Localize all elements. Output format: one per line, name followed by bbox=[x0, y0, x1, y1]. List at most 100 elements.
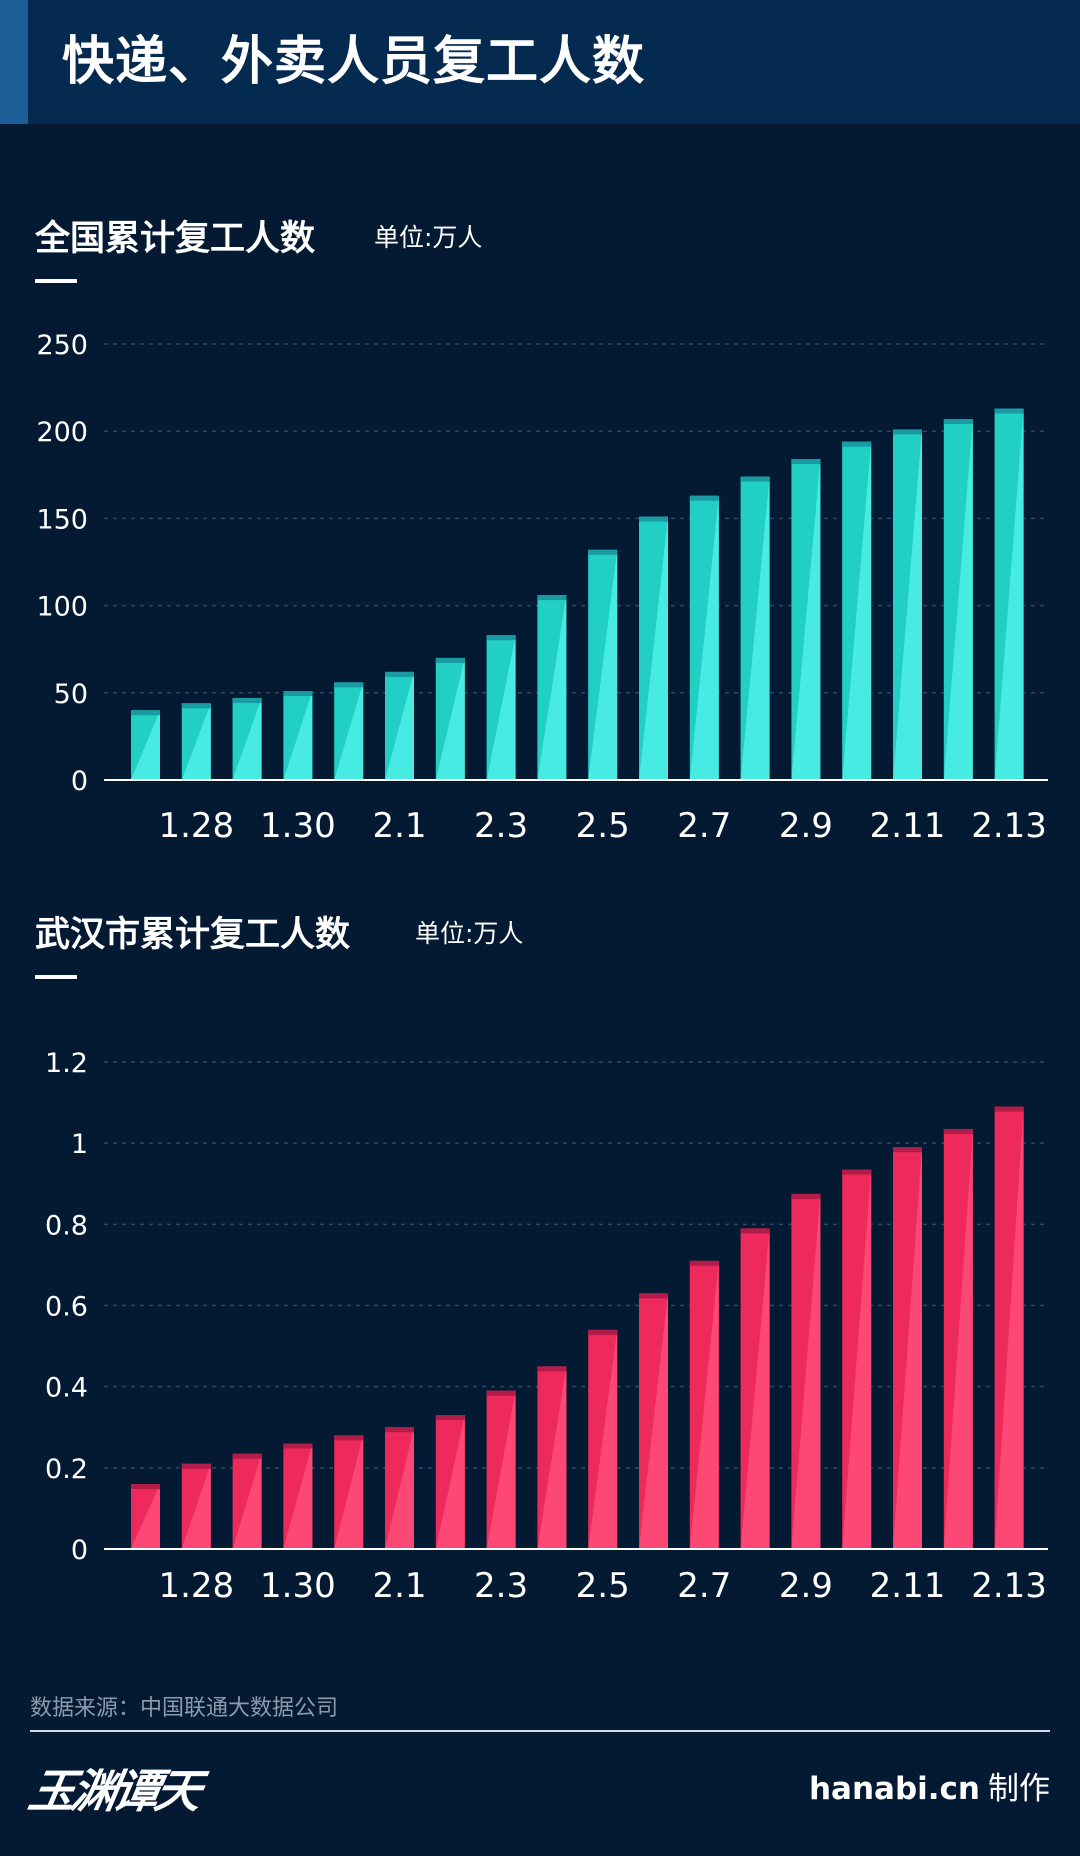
national-bar bbox=[842, 441, 872, 780]
wuhan-bar bbox=[486, 1390, 516, 1549]
national-chart-title-rule bbox=[35, 279, 77, 283]
wuhan-x-tick-label: 1.30 bbox=[260, 1566, 336, 1606]
wuhan-bar-cap bbox=[385, 1427, 414, 1433]
national-x-tick-label: 2.1 bbox=[372, 806, 426, 846]
yuyuantantian-logo: 玉渊谭天 bbox=[24, 1764, 203, 1818]
wuhan-bar-cap bbox=[283, 1443, 313, 1449]
wuhan-bar-cap bbox=[588, 1329, 618, 1335]
national-bar bbox=[791, 459, 821, 780]
wuhan-bar-cap bbox=[943, 1128, 973, 1134]
wuhan-x-tick-label: 2.7 bbox=[677, 1566, 731, 1606]
header-bar: 快递、外卖人员复工人数 bbox=[0, 0, 1080, 124]
wuhan-chart-title: 武汉市累计复工人数 bbox=[35, 915, 351, 955]
national-x-tick-label: 1.30 bbox=[260, 806, 336, 846]
wuhan-bar-highlight bbox=[537, 1366, 567, 1549]
national-bar-cap bbox=[131, 710, 160, 716]
wuhan-x-tick-label: 1.28 bbox=[158, 1566, 234, 1606]
national-bar-cap bbox=[893, 429, 922, 435]
national-bar-cap bbox=[334, 682, 364, 688]
national-chart-title: 全国累计复工人数 bbox=[35, 219, 316, 259]
wuhan-chart-unit: 单位:万人 bbox=[415, 919, 524, 948]
national-x-tick-label: 1.28 bbox=[158, 806, 234, 846]
wuhan-bar bbox=[639, 1293, 668, 1549]
national-bar bbox=[486, 635, 516, 780]
national-bar-cap bbox=[994, 408, 1024, 414]
wuhan-bar-cap bbox=[994, 1106, 1024, 1112]
national-y-tick-label: 250 bbox=[36, 330, 88, 361]
national-y-tick-label: 50 bbox=[54, 679, 88, 710]
national-bar bbox=[689, 495, 719, 780]
wuhan-bar bbox=[435, 1415, 465, 1549]
national-bar-cap bbox=[842, 441, 872, 447]
wuhan-chart-title-rule bbox=[35, 975, 77, 979]
wuhan-bar-highlight bbox=[486, 1390, 516, 1549]
wuhan-bar bbox=[181, 1463, 211, 1549]
national-bar-cap bbox=[537, 595, 567, 601]
wuhan-x-tick-label: 2.11 bbox=[870, 1566, 946, 1606]
national-bar bbox=[943, 418, 973, 780]
wuhan-bar-highlight bbox=[435, 1415, 465, 1549]
wuhan-bar bbox=[740, 1228, 770, 1549]
national-bar-cap bbox=[639, 516, 668, 522]
credit-site: hanabi.cn bbox=[808, 1771, 980, 1807]
credit-suffix: 制作 bbox=[988, 1771, 1050, 1807]
national-x-tick-label: 2.7 bbox=[677, 806, 731, 846]
wuhan-bar bbox=[131, 1484, 160, 1549]
wuhan-bar bbox=[588, 1329, 618, 1549]
national-bar-highlight bbox=[893, 429, 922, 780]
national-bar-highlight bbox=[131, 710, 160, 780]
wuhan-y-tick-label: 1.2 bbox=[45, 1048, 88, 1079]
national-y-tick-label: 0 bbox=[71, 766, 88, 797]
wuhan-bar bbox=[232, 1453, 262, 1549]
wuhan-bar-highlight bbox=[232, 1453, 262, 1549]
national-bar bbox=[435, 657, 465, 780]
national-bar bbox=[232, 698, 262, 780]
national-bar-cap bbox=[435, 657, 465, 663]
wuhan-bar-cap bbox=[537, 1366, 567, 1372]
wuhan-bar-highlight bbox=[588, 1329, 618, 1549]
wuhan-bar bbox=[283, 1443, 313, 1549]
credit-line: hanabi.cn 制作 bbox=[809, 1763, 1050, 1808]
national-bar bbox=[537, 595, 567, 780]
wuhan-bar-highlight bbox=[385, 1427, 414, 1549]
national-y-tick-label: 100 bbox=[36, 592, 88, 623]
wuhan-bar-highlight bbox=[791, 1193, 821, 1549]
national-bar-cap bbox=[740, 476, 770, 482]
national-bar-cap bbox=[943, 418, 973, 424]
national-x-tick-label: 2.13 bbox=[971, 806, 1047, 846]
footer-divider bbox=[30, 1730, 1050, 1732]
national-chart-unit: 单位:万人 bbox=[374, 223, 483, 252]
national-bar-highlight bbox=[791, 459, 821, 780]
wuhan-bar bbox=[385, 1427, 414, 1549]
national-bar bbox=[385, 671, 414, 780]
wuhan-bar-cap bbox=[842, 1169, 872, 1175]
wuhan-bar-chart: 0 0.2 0.4 0.6 0.8 1 1.2 1.28 1.30 2.1 2.3 2.5 2.7 2.9… bbox=[45, 1048, 1048, 1606]
wuhan-y-tick-label: 0.6 bbox=[45, 1292, 88, 1323]
national-bar-highlight bbox=[385, 671, 414, 780]
national-bar-highlight bbox=[639, 516, 668, 780]
wuhan-x-tick-label: 2.5 bbox=[576, 1566, 630, 1606]
wuhan-bar-highlight bbox=[842, 1169, 872, 1549]
wuhan-y-tick-label: 0.8 bbox=[45, 1210, 88, 1241]
wuhan-bar bbox=[689, 1260, 719, 1549]
national-bar-cap bbox=[283, 691, 313, 697]
national-x-tick-label: 2.3 bbox=[474, 806, 528, 846]
header-accent-stripe bbox=[0, 0, 28, 124]
national-bar bbox=[740, 476, 770, 780]
wuhan-x-tick-label: 2.1 bbox=[372, 1566, 426, 1606]
national-bar bbox=[131, 710, 160, 780]
national-bar bbox=[994, 408, 1024, 780]
wuhan-bar bbox=[994, 1106, 1024, 1549]
national-x-tick-label: 2.9 bbox=[779, 806, 833, 846]
wuhan-bar-cap bbox=[791, 1193, 821, 1199]
wuhan-y-tick-label: 0 bbox=[71, 1535, 88, 1566]
wuhan-y-tick-label: 1 bbox=[71, 1129, 88, 1160]
national-bar-cap bbox=[689, 495, 719, 501]
national-bar-cap bbox=[232, 698, 262, 704]
national-x-tick-label: 2.11 bbox=[870, 806, 946, 846]
wuhan-bar-cap bbox=[486, 1390, 516, 1396]
wuhan-bar-cap bbox=[893, 1147, 922, 1153]
wuhan-bar-highlight bbox=[740, 1228, 770, 1549]
national-bar bbox=[639, 516, 668, 780]
wuhan-bar bbox=[842, 1169, 872, 1549]
